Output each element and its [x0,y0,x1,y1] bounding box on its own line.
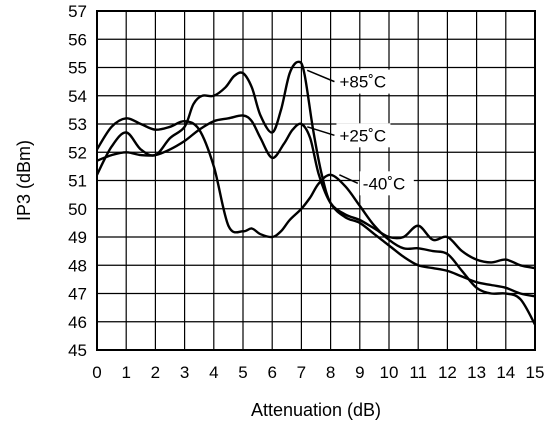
annotation-leader [306,69,335,83]
series-annotations: +85˚C +25˚C -40˚C [306,69,414,196]
x-tick-label: 8 [326,363,335,382]
y-tick-label: 45 [68,341,87,360]
y-tick-label: 53 [68,115,87,134]
y-tick-label: 48 [68,256,87,275]
x-tick-label: 11 [409,363,427,382]
y-tick-label: 50 [68,200,87,219]
y-tick-label: 54 [68,87,87,106]
annotation-leader [339,174,359,185]
x-tick-label: 0 [92,363,101,382]
x-tick-label: 12 [438,363,457,382]
x-tick-label: 13 [467,363,486,382]
series-line-0 [95,60,536,298]
series-label: +25˚C [339,126,386,145]
x-tick-label: 2 [151,363,160,382]
x-tick-label: 9 [355,363,364,382]
series-label: +85˚C [339,73,386,92]
x-tick-label: 1 [121,363,130,382]
annotation-background [359,171,414,196]
x-tick-label: 15 [526,363,545,382]
y-tick-label: 51 [68,172,87,191]
x-tick-label: 10 [380,363,399,382]
y-tick-label: 52 [68,143,87,162]
y-tick-label: 55 [68,59,87,78]
y-tick-label: 49 [68,228,87,247]
y-tick-labels: 45 46 47 48 49 50 51 52 53 54 55 56 57 [68,2,87,360]
annotation-background [336,123,391,148]
annotation-background [336,69,391,94]
x-tick-labels: 0 1 2 3 4 5 6 7 8 9 10 11 12 13 14 15 [92,363,544,382]
series-line-2 [96,114,536,270]
x-tick-label: 3 [180,363,189,382]
y-tick-label: 56 [68,30,87,49]
y-tick-label: 47 [68,285,87,304]
gridlines [96,10,536,351]
y-axis-label: IP3 (dBm) [14,140,34,221]
y-tick-label: 46 [68,313,87,332]
series-lines [95,60,537,326]
x-tick-label: 7 [297,363,306,382]
x-axis-label: Attenuation (dB) [251,400,381,420]
x-tick-label: 5 [238,363,247,382]
x-tick-label: 6 [267,363,276,382]
y-tick-label: 57 [68,2,87,21]
x-tick-label: 14 [496,363,515,382]
annotation-leader [307,126,335,137]
x-tick-label: 4 [209,363,218,382]
series-label: -40˚C [363,174,406,193]
plot-frame [96,10,536,351]
series-line-1 [95,117,537,326]
